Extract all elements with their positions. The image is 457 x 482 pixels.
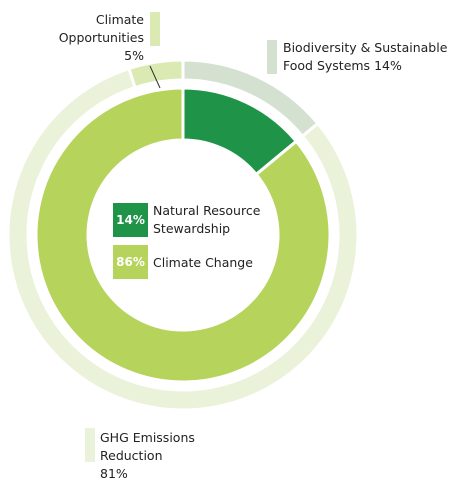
donut-segment [127, 58, 185, 90]
leader-line [149, 65, 161, 89]
label: GHG Emissions Reduction [100, 430, 195, 463]
value-label: 5% [124, 48, 144, 63]
value-label: 81% [100, 466, 128, 481]
value-label: 14% [374, 58, 402, 73]
legend-swatch [150, 12, 160, 46]
label: Biodiversity & Sustainable Food Systems … [283, 39, 455, 75]
legend-label: Natural Resource Stewardship [153, 203, 261, 236]
legend-swatch [267, 40, 277, 74]
legend-swatch [85, 428, 95, 462]
legend-label: Climate Change [153, 255, 253, 270]
label: Climate Opportunities [58, 12, 144, 45]
legend-square: 86% [113, 245, 148, 279]
legend-square: 14% [113, 203, 148, 237]
donut-segment [34, 86, 332, 384]
category: Biodiversity & Sustainable Food Systems [283, 40, 448, 73]
